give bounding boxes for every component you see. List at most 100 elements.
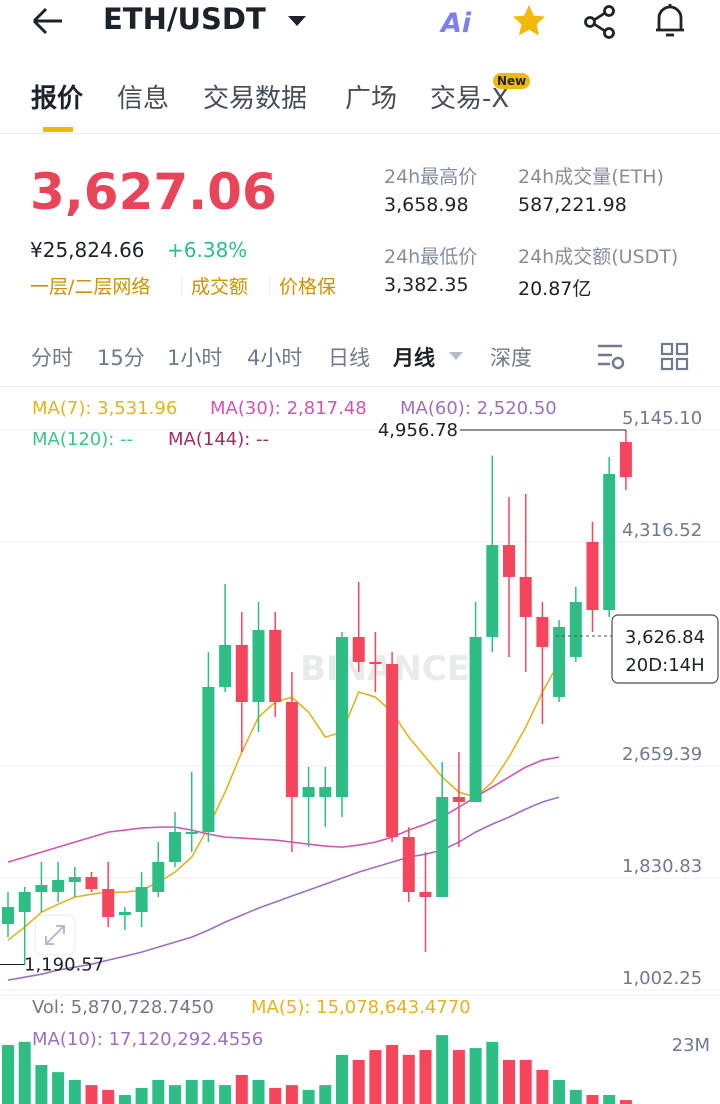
volume-bar	[2, 1044, 14, 1104]
tab[interactable]: 信息	[117, 84, 170, 114]
candle-body	[503, 545, 515, 577]
indicator-settings[interactable]	[596, 342, 628, 372]
tag-link[interactable]: 价格保	[279, 276, 337, 298]
tab[interactable]: 报价	[31, 84, 84, 114]
candle-body	[569, 601, 582, 657]
volume-bar	[85, 1085, 98, 1104]
dropdown-arrow[interactable]	[287, 14, 307, 28]
volume-bar	[319, 1085, 332, 1104]
interval-option[interactable]: 15分	[97, 346, 145, 370]
ma-legend: MA(120): --	[32, 429, 133, 450]
cny-price: ¥25,824.66	[30, 238, 145, 262]
ma-legend: MA(30): 2,817.48	[210, 398, 367, 419]
candle-body	[586, 541, 599, 611]
candle-body	[302, 786, 315, 797]
volume-bar	[469, 1048, 482, 1104]
candle-body	[252, 629, 265, 702]
candle-body	[553, 626, 566, 697]
volume-bar	[185, 1080, 198, 1104]
interval-option[interactable]: 深度	[490, 346, 532, 370]
volume-tick-label: 23M	[672, 1035, 710, 1056]
tag-link[interactable]: 一层/二层网络	[30, 276, 151, 298]
volume-ma5: MA(5): 15,078,643.4770	[251, 997, 471, 1018]
stat-label: 24h成交量(ETH)	[518, 166, 664, 188]
volume-bar	[252, 1080, 265, 1104]
layout-toggle[interactable]	[660, 342, 690, 372]
stat-value: 587,221.98	[518, 194, 627, 216]
volume-ma10: MA(10): 17,120,292.4556	[32, 1029, 263, 1050]
volume-bar	[35, 1065, 48, 1104]
interval-option[interactable]: 月线	[393, 346, 435, 370]
volume-bar	[352, 1059, 365, 1104]
candle-body	[152, 861, 165, 893]
pair-title[interactable]: ETH/USDT	[103, 2, 266, 36]
volume-bar	[302, 1089, 315, 1104]
price-change: +6.38%	[167, 238, 248, 262]
low-label: 1,190.57	[24, 955, 104, 976]
expand-button[interactable]	[34, 914, 76, 956]
volume-bar	[369, 1050, 382, 1104]
tab-underline	[43, 127, 73, 132]
candle-body	[619, 442, 632, 478]
interval-option[interactable]: 日线	[328, 346, 370, 370]
candle-body	[185, 831, 198, 835]
y-tick-label: 4,316.52	[622, 520, 702, 541]
countdown-label: 20D:14H	[625, 655, 704, 676]
volume-bar	[18, 1041, 31, 1104]
volume-bar	[152, 1080, 165, 1104]
ma-legend: MA(60): 2,520.50	[400, 398, 557, 419]
volume-bar	[519, 1059, 532, 1104]
candle-body	[486, 545, 499, 637]
volume-bar	[169, 1085, 181, 1104]
volume-bar	[619, 1100, 632, 1104]
volume-bar	[402, 1054, 415, 1104]
candle-body	[603, 473, 616, 611]
volume-bar	[553, 1080, 566, 1104]
candle-body	[452, 796, 465, 802]
tag-separator	[269, 277, 270, 295]
back-button[interactable]	[30, 6, 66, 36]
candle-body	[319, 786, 332, 797]
volume-bar	[419, 1050, 432, 1104]
candle-body	[18, 892, 31, 913]
volume-bar	[486, 1041, 499, 1104]
candle-body	[369, 661, 382, 664]
y-tick-label: 1,002.25	[622, 968, 702, 989]
share-button[interactable]	[582, 4, 618, 40]
candle-body	[118, 912, 131, 915]
volume-bar	[536, 1069, 549, 1104]
candle-body	[536, 616, 549, 647]
volume-bar	[285, 1085, 298, 1104]
interval-option[interactable]: 分时	[31, 346, 73, 370]
candle-body	[419, 892, 432, 898]
volume-bar	[586, 1095, 599, 1104]
last-price: 3,627.06	[30, 163, 277, 221]
tab[interactable]: 交易数据	[203, 84, 308, 114]
volume-bar	[452, 1050, 465, 1104]
candle-body	[52, 879, 65, 893]
stat-label: 24h最低价	[384, 246, 478, 268]
candle-body	[336, 636, 348, 797]
interval-option[interactable]: 4小时	[247, 346, 303, 370]
interval-option[interactable]: 1小时	[167, 346, 223, 370]
volume-bar	[603, 1095, 616, 1104]
candle-body	[352, 636, 365, 662]
volume-bar	[202, 1080, 215, 1104]
favorite-star[interactable]	[510, 2, 548, 40]
candle-body	[202, 686, 215, 832]
volume-bar	[68, 1080, 81, 1104]
candle-body	[469, 636, 482, 802]
tab[interactable]: 广场	[345, 84, 398, 114]
tab[interactable]: 交易-X	[430, 84, 510, 114]
notification-bell[interactable]	[652, 2, 688, 40]
y-tick-label: 5,145.10	[622, 408, 702, 429]
volume-bar	[569, 1089, 582, 1104]
tag-link[interactable]: 成交额	[191, 276, 249, 298]
candle-body	[219, 644, 232, 687]
volume-bar	[503, 1059, 515, 1104]
ma-line	[7, 756, 560, 863]
ai-button[interactable]: Ai	[441, 8, 472, 39]
y-tick-label: 2,659.39	[622, 744, 702, 765]
